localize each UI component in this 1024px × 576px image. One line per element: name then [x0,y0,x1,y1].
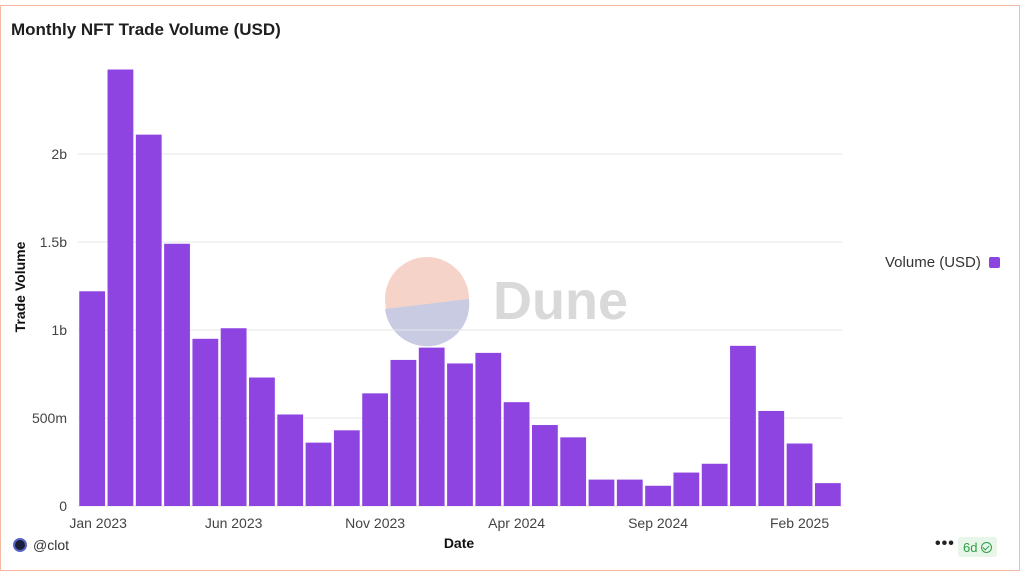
x-axis-title: Date [444,535,475,551]
bar[interactable]: May 2024 [531,425,558,506]
bar[interactable]: Jul 2023 [249,377,275,506]
bar[interactable]: Feb 2025 [786,443,813,506]
x-tick-label: Jun 2023 [205,515,263,531]
author-link[interactable]: @clot [13,537,69,553]
x-tick-label: Apr 2024 [488,515,545,531]
more-options-button[interactable]: ••• [935,535,955,552]
bar[interactable]: Jan 2024 [418,347,445,506]
bar[interactable]: Feb 2024 [447,363,473,506]
y-axis-title: Trade Volume [12,241,28,332]
bar[interactable]: Aug 2023 [277,414,304,506]
bar[interactable]: Nov 2023 [362,393,389,506]
check-circle-icon [981,541,993,553]
bar[interactable]: May 2023 [192,338,219,506]
x-tick-label: Sep 2024 [628,515,688,531]
avatar [13,538,27,552]
y-tick-label: 1.5b [40,234,67,250]
bar[interactable]: Aug 2024 [616,479,643,506]
bar[interactable]: Apr 2024 [503,402,530,506]
author-name: @clot [33,537,69,553]
y-tick-label: 1b [51,322,67,338]
y-tick-label: 500m [32,410,67,426]
bar[interactable]: Oct 2024 [673,472,700,506]
bar[interactable]: Jan 2025 [758,410,785,506]
x-tick-label: Feb 2025 [770,515,829,531]
bar[interactable]: Mar 2025 [814,483,841,506]
bar[interactable]: Jun 2024 [560,437,587,506]
bar[interactable]: Oct 2023 [333,430,360,506]
bar[interactable]: Sep 2024 [645,485,671,506]
x-tick-label: Nov 2023 [345,515,405,531]
bar[interactable]: Mar 2024 [475,352,502,506]
refresh-age: 6d [963,539,978,555]
y-tick-label: 2b [51,146,67,162]
legend-item-volume[interactable]: Volume (USD) [885,254,1000,271]
bar[interactable]: Mar 2023 [135,134,162,506]
watermark-text: Dune [493,271,628,331]
bar[interactable]: Sep 2023 [305,442,332,506]
legend-label: Volume (USD) [885,254,981,271]
watermark-logo-bottom [385,299,470,347]
bar[interactable]: Nov 2024 [701,463,728,506]
bar[interactable]: Jun 2023 [220,328,247,506]
bar[interactable]: Feb 2023 [107,69,134,507]
dune-watermark: Dune [385,257,628,347]
bar[interactable]: Dec 2023 [390,359,417,506]
bar[interactable]: Dec 2024 [730,345,756,506]
refresh-status-badge[interactable]: 6d [958,537,998,557]
bar[interactable]: Jul 2024 [588,479,615,506]
x-tick-label: Jan 2023 [69,515,127,531]
bar[interactable]: Jan 2023 [79,291,106,506]
y-tick-label: 0 [59,498,67,514]
legend-swatch [988,257,1000,268]
chart-title: Monthly NFT Trade Volume (USD) [11,20,281,39]
bar[interactable]: Apr 2023 [164,243,190,506]
